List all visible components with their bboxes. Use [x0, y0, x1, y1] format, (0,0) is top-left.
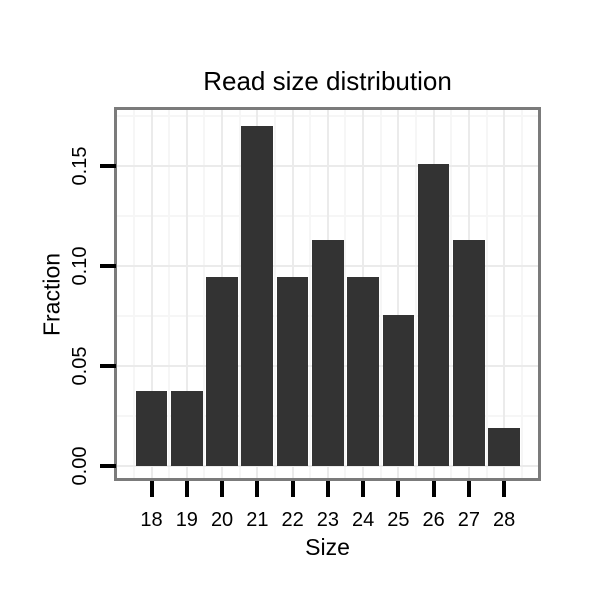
bar	[417, 164, 450, 466]
major-gridline-horizontal	[117, 465, 538, 467]
bar	[453, 239, 485, 466]
y-tick	[100, 164, 116, 168]
major-gridline-horizontal	[117, 165, 538, 167]
chart-title: Read size distribution	[203, 66, 452, 96]
major-gridline-vertical	[185, 110, 188, 478]
minor-gridline-vertical	[132, 110, 135, 478]
x-tick-label: 24	[351, 509, 375, 531]
minor-gridline-vertical	[344, 110, 347, 478]
x-tick	[396, 481, 401, 497]
minor-gridline-vertical	[485, 110, 488, 478]
y-tick-label: 0.15	[69, 146, 91, 186]
y-tick	[100, 464, 116, 468]
x-tick-label: 21	[246, 509, 269, 531]
minor-gridline-vertical	[309, 110, 312, 478]
major-gridline-vertical	[503, 110, 506, 478]
y-tick	[100, 364, 116, 368]
bar	[488, 428, 520, 466]
minor-gridline-vertical	[168, 110, 171, 478]
bar	[347, 277, 379, 466]
x-tick	[361, 481, 366, 497]
x-tick	[220, 481, 225, 497]
minor-gridline-vertical	[450, 110, 453, 478]
x-tick	[431, 481, 436, 497]
minor-gridline-vertical	[379, 110, 382, 478]
x-tick	[502, 481, 507, 497]
y-tick-label: 0.10	[69, 246, 91, 286]
bar	[170, 390, 203, 466]
x-tick-label: 18	[140, 509, 163, 531]
x-tick	[149, 481, 154, 497]
minor-gridline-vertical	[415, 110, 417, 478]
x-tick-label: 25	[387, 509, 410, 531]
y-axis-title: Fraction	[38, 252, 65, 337]
x-tick-label: 22	[281, 509, 304, 531]
y-tick	[100, 264, 116, 268]
x-tick-label: 23	[316, 509, 339, 531]
minor-gridline-vertical	[520, 110, 523, 478]
bar	[135, 390, 168, 466]
minor-gridline-vertical	[273, 110, 276, 478]
x-tick	[325, 481, 330, 497]
x-tick-label: 28	[493, 509, 516, 531]
x-tick-label: 19	[175, 509, 198, 531]
y-tick-label: 0.05	[69, 346, 91, 386]
major-gridline-vertical	[397, 110, 400, 478]
x-tick	[184, 481, 189, 497]
x-tick-label: 20	[210, 509, 234, 531]
x-tick-label: 26	[422, 509, 445, 531]
x-tick	[255, 481, 260, 497]
y-tick-label: 0.00	[69, 446, 91, 486]
minor-gridline-vertical	[238, 110, 241, 478]
bar	[206, 277, 238, 466]
bar	[311, 239, 344, 466]
bar	[276, 277, 309, 466]
bar	[382, 315, 415, 466]
x-axis-title: Size	[305, 534, 350, 560]
plot-panel	[117, 110, 538, 478]
bar	[241, 126, 274, 466]
x-tick	[466, 481, 471, 497]
x-tick-label: 27	[457, 509, 481, 531]
major-gridline-vertical	[150, 110, 153, 478]
x-tick	[290, 481, 295, 497]
minor-gridline-vertical	[203, 110, 206, 478]
